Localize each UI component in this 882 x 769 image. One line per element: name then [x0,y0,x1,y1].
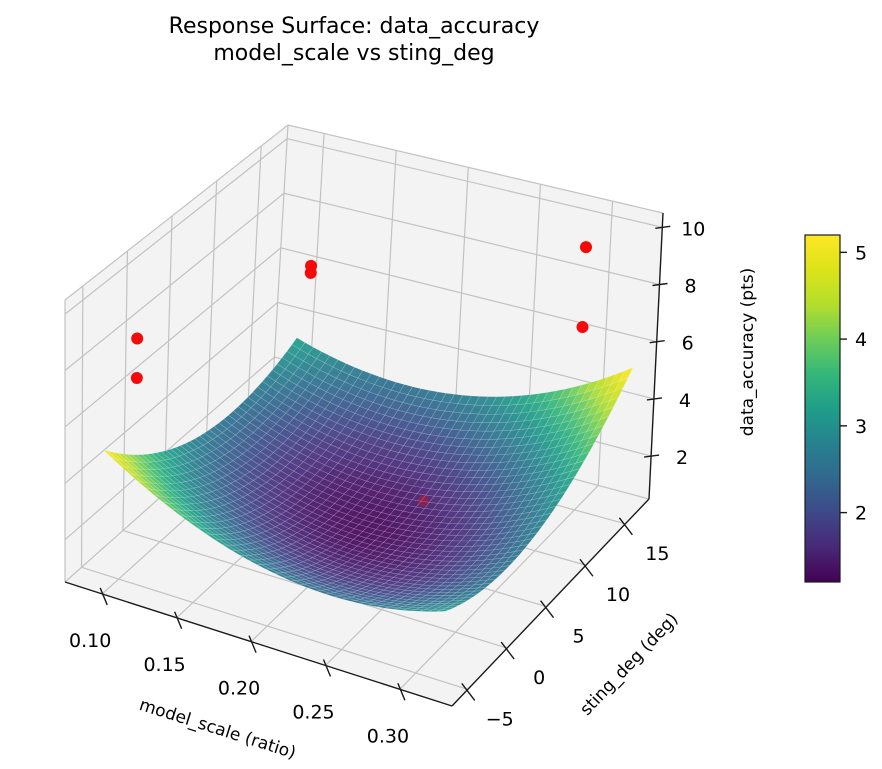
z-axis-spine [648,212,664,500]
colorbar-tick-label: 2 [855,503,867,525]
x-tick-mark [173,611,183,630]
grid-line [163,215,173,494]
plot-title-line2: model_scale vs sting_deg [213,41,494,66]
x-tick-label: 0.15 [143,654,185,676]
grid-line [122,250,129,531]
surface-facet [566,468,580,480]
data-point [576,321,589,334]
grid-line [287,138,663,228]
z-tick-label: 2 [676,447,688,469]
y-tick-mark [461,683,476,701]
y-tick-mark [500,641,515,660]
colorbar-tick-label: 5 [855,242,867,264]
z-tick-label: 4 [679,390,691,412]
colorbar-tick-label: 3 [855,416,867,438]
x-tick-mark [99,587,108,606]
y-tick-label: 15 [645,543,669,565]
surface-facet [491,569,506,577]
surface-facet [500,560,515,568]
surface-facet [599,406,614,420]
x-tick-label: 0.25 [292,701,334,723]
surface-facet [510,549,524,558]
data-point [305,259,318,272]
pane-edge [287,124,664,214]
x-tick-mark [322,659,332,677]
z-axis-label: data_accuracy (pts) [738,268,758,436]
grid-line [597,201,614,486]
surface-facet [609,387,624,402]
z-tick-mark [655,225,671,229]
y-axis-spine [451,498,650,707]
colorbar: 2 3 4 5 [804,234,867,583]
grid-line [64,192,285,371]
pane-edge [271,124,289,399]
scatter-points [130,241,593,507]
surface-facet [533,519,547,529]
surface-facet [473,586,487,592]
surface-facet [585,434,600,447]
surface-facet [604,397,619,411]
z-tick-mark [644,454,660,458]
grid-line [64,247,282,428]
surface-facet [619,367,634,382]
y-tick-label: 5 [573,626,585,648]
surface-facet [580,443,595,456]
grid-line [399,484,599,690]
x-axis-spine [64,581,453,707]
y-tick-label: −5 [486,708,514,730]
surface-facet [537,512,552,523]
grid-line [246,145,262,421]
x-axis-label: model_scale (ratio) [137,695,299,763]
grid-line [283,192,660,286]
grid-line [280,247,657,343]
grid-line [81,566,468,691]
z-tick-mark [649,340,665,344]
surface-facet [436,609,451,612]
y-tick-mark [579,558,594,577]
data-point [130,371,143,384]
surface-facet [477,582,492,589]
x-tick-mark [397,683,406,701]
grid-line [64,138,288,315]
y-tick-mark [618,517,633,536]
z-tick-label: 6 [682,333,694,355]
z-tick-mark [652,282,668,287]
grid-line [64,301,278,484]
colorbar-gradient [804,234,841,583]
plot-title-line1: Response Surface: data_accuracy [169,14,540,39]
z-tick-label: 8 [684,276,696,298]
grid-line [64,356,275,541]
tick-labels: 0.10 0.15 0.20 0.25 0.30 −5 0 5 10 15 2 4 6 8 10 [69,218,705,747]
grid-line [80,285,84,568]
y-axis-label: sting_deg (deg) [576,609,682,719]
z-tick-label: 10 [681,218,705,240]
surface-facet [487,574,501,581]
colorbar-tick-label: 4 [855,329,867,351]
x-tick-label: 0.20 [218,678,260,700]
data-point [131,332,144,345]
y-tick-mark [540,600,555,619]
pane-edge [64,124,289,301]
y-tick-label: 0 [533,667,545,689]
surface-facet [450,602,464,606]
surface-facet [440,607,455,611]
x-tick-label: 0.30 [367,725,409,747]
data-point [580,241,593,254]
surface-mesh [103,337,634,612]
x-tick-mark [248,635,257,653]
surface-facet [505,555,520,563]
axis-spines [64,212,671,707]
data-point-occluded [417,495,429,507]
left-pane [65,125,288,582]
surface-facet [575,451,590,464]
z-tick-mark [646,397,662,401]
grid-line [205,180,218,457]
y-tick-label: 10 [606,584,630,606]
x-tick-label: 0.10 [69,630,111,652]
